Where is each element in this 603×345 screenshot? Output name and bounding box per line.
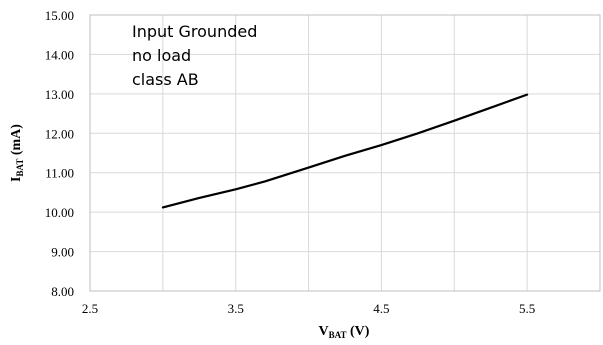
y-axis-sub: BAT [15, 159, 25, 177]
x-axis-sub: BAT [329, 330, 347, 340]
annotation-line: class AB [132, 70, 199, 89]
y-tick-labels: 8.00 9.00 10.00 11.00 12.00 13.00 14.00 15.00 [45, 8, 74, 299]
y-tick-label: 9.00 [51, 245, 74, 260]
series-line [161, 93, 529, 209]
y-tick-label: 15.00 [45, 8, 74, 23]
y-tick-label: 10.00 [45, 205, 74, 220]
y-axis-unit: (mA) [9, 124, 24, 159]
x-tick-label: 3.5 [228, 301, 244, 316]
x-tick-label: 2.5 [82, 301, 98, 316]
plot-frame [89, 14, 601, 292]
annotation-block: Input Grounded no load class AB [132, 22, 257, 89]
y-axis-main: I [9, 177, 24, 182]
y-tick-label: 8.00 [51, 284, 74, 299]
y-tick-label: 11.00 [45, 166, 74, 181]
x-tick-label: 5.5 [519, 301, 535, 316]
y-tick-label: 13.00 [45, 87, 74, 102]
x-tick-labels: 2.5 3.5 4.5 5.5 [82, 301, 535, 316]
x-axis-main: V [319, 324, 329, 339]
grid-lines [89, 14, 601, 292]
annotation-line: Input Grounded [132, 22, 257, 41]
x-tick-label: 4.5 [373, 301, 389, 316]
x-axis-title: VBAT (V) [319, 324, 370, 340]
y-tick-label: 12.00 [45, 126, 74, 141]
y-tick-label: 14.00 [45, 47, 74, 62]
series-layer [161, 93, 529, 209]
y-axis-title: IBAT (mA) [9, 124, 25, 182]
x-axis-unit: (V) [347, 324, 370, 339]
annotation-line: no load [132, 46, 191, 65]
